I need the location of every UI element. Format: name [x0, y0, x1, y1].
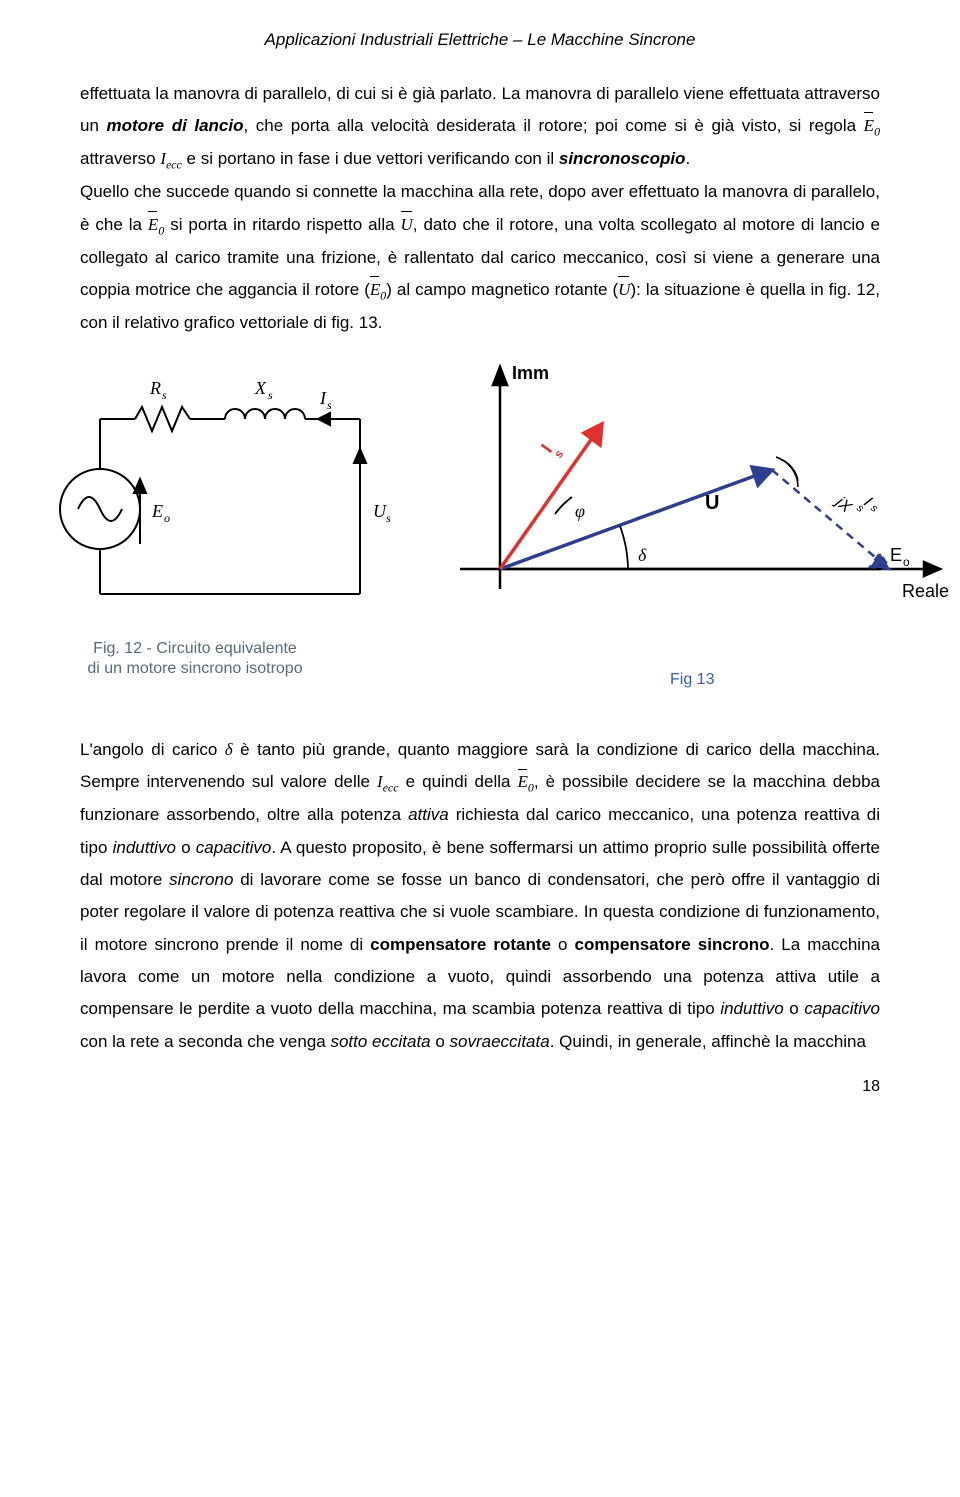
- svg-text:o: o: [903, 555, 910, 569]
- svg-text:φ: φ: [575, 501, 585, 521]
- text: , che porta alla velocità desiderata il …: [244, 116, 864, 135]
- bold-compensatore-sincrono: compensatore sincrono: [575, 935, 770, 954]
- svg-text:s: s: [162, 388, 167, 402]
- figures-row: R s X s I s E o U s Fig. 12 - Circuito e…: [80, 359, 880, 719]
- svg-text:o: o: [164, 511, 170, 525]
- svg-text:s: s: [386, 511, 391, 525]
- svg-text:Imm: Imm: [512, 363, 549, 383]
- svg-text:U: U: [373, 501, 387, 521]
- vector-svg: Imm Reale U E o I s jX s I s φ δ: [420, 339, 960, 679]
- text: o: [176, 838, 196, 857]
- caption-line-2: di un motore sincrono isotropo: [87, 660, 302, 677]
- svg-text:jX: jX: [831, 493, 855, 517]
- text: e quindi della: [399, 772, 518, 791]
- svg-text:U: U: [705, 492, 719, 514]
- page-number: 18: [80, 1078, 880, 1096]
- svg-text:δ: δ: [638, 545, 647, 565]
- text: .: [685, 149, 690, 168]
- term-capacitivo: capacitivo: [196, 838, 272, 857]
- term-motore-di-lancio: motore di lancio: [107, 116, 244, 135]
- term-sincronoscopio: sincronoscopio: [559, 149, 686, 168]
- paragraph-1: effettuata la manovra di parallelo, di c…: [80, 78, 880, 176]
- svg-text:R: R: [149, 378, 161, 398]
- page-header: Applicazioni Industriali Elettriche – Le…: [80, 30, 880, 50]
- text: o: [431, 1032, 450, 1051]
- svg-text:X: X: [254, 378, 267, 398]
- paragraph-3: L'angolo di carico δ è tanto più grande,…: [80, 734, 880, 1058]
- term-sincrono: sincrono: [169, 870, 233, 889]
- text: L'angolo di carico: [80, 740, 225, 759]
- text: o: [551, 935, 575, 954]
- figure-13: Imm Reale U E o I s jX s I s φ δ: [420, 339, 960, 684]
- bold-compensatore-rotante: compensatore rotante: [370, 935, 551, 954]
- text: o: [784, 999, 805, 1018]
- circuit-svg: R s X s I s E o U s: [40, 359, 400, 639]
- figure-12-caption: Fig. 12 - Circuito equivalente di un mot…: [65, 639, 325, 679]
- svg-text:E: E: [890, 545, 902, 565]
- svg-text:Reale: Reale: [902, 581, 949, 601]
- term-attiva: attiva: [408, 805, 449, 824]
- figure-13-caption: Fig 13: [670, 671, 714, 689]
- text: con la rete a seconda che venga: [80, 1032, 330, 1051]
- text: si porta in ritardo rispetto alla: [164, 215, 400, 234]
- svg-text:s: s: [551, 447, 566, 461]
- term-sovraeccitata: sovraeccitata: [450, 1032, 550, 1051]
- figure-12: R s X s I s E o U s: [40, 359, 400, 644]
- text: e si portano in fase i due vettori verif…: [182, 149, 559, 168]
- svg-text:E: E: [151, 501, 163, 521]
- text: . Quindi, in generale, affinchè la macch…: [550, 1032, 866, 1051]
- term-induttivo-2: induttivo: [720, 999, 783, 1018]
- svg-text:s: s: [327, 398, 332, 412]
- term-sotto-eccitata: sotto eccitata: [330, 1032, 430, 1051]
- text: ) al campo magnetico rotante (: [386, 280, 618, 299]
- term-induttivo: induttivo: [113, 838, 176, 857]
- term-capacitivo-2: capacitivo: [804, 999, 880, 1018]
- caption-line-1: Fig. 12 - Circuito equivalente: [93, 640, 297, 657]
- paragraph-2: Quello che succede quando si connette la…: [80, 176, 880, 339]
- svg-text:s: s: [868, 502, 880, 515]
- svg-text:I: I: [319, 388, 327, 408]
- text: attraverso: [80, 149, 160, 168]
- page: Applicazioni Industriali Elettriche – Le…: [0, 0, 960, 1126]
- svg-text:s: s: [268, 388, 273, 402]
